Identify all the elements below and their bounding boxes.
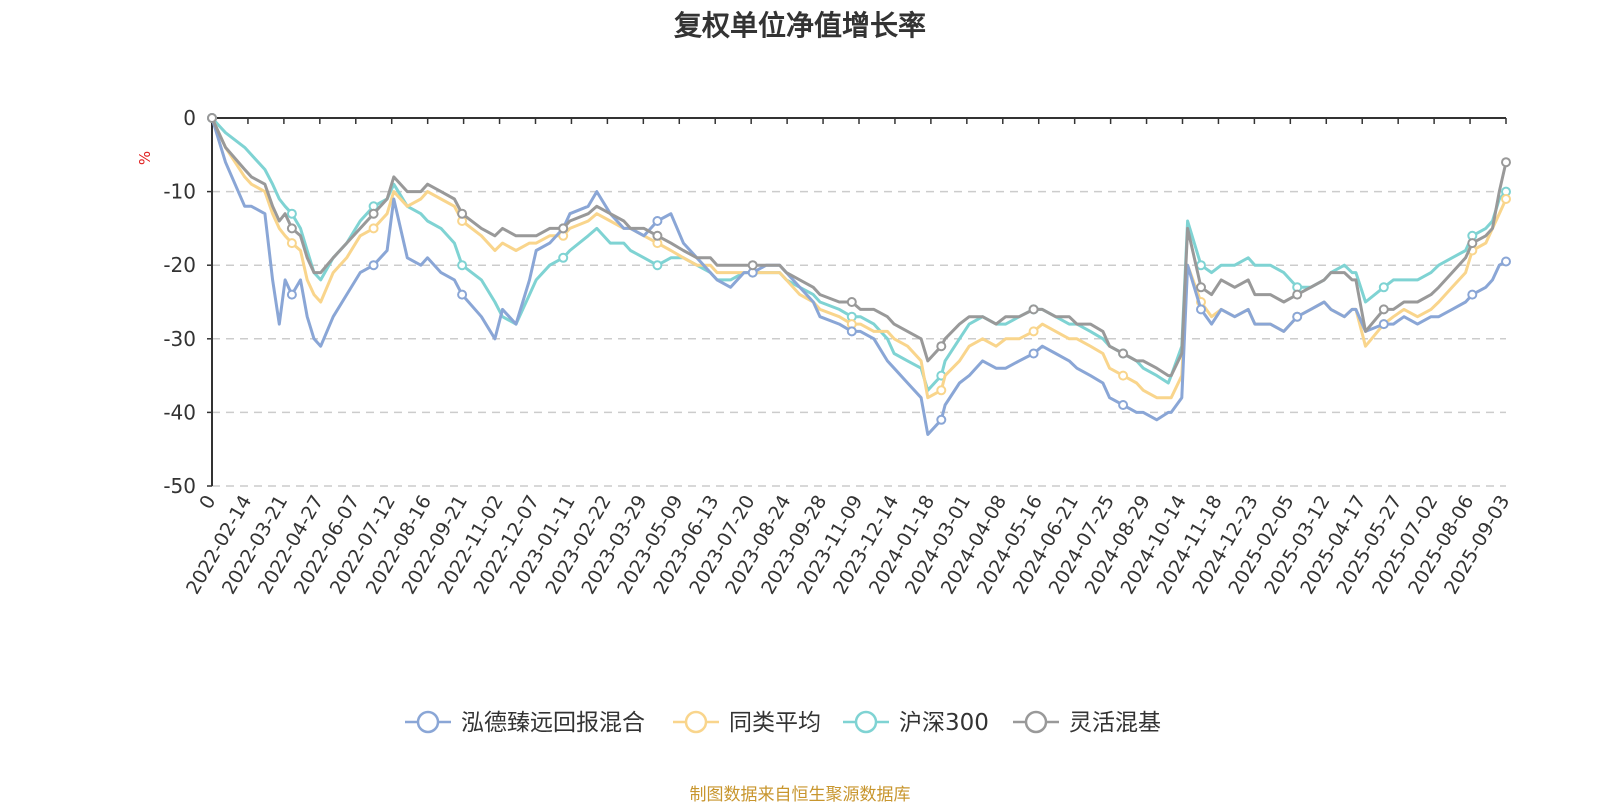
data-point <box>1028 326 1039 337</box>
data-point <box>1118 348 1129 359</box>
y-tick-label: -40 <box>163 400 196 424</box>
data-point <box>1378 319 1389 330</box>
data-point <box>1501 157 1511 168</box>
data-point <box>1196 304 1206 315</box>
axes: 0-10-20-30-40-5002022-02-142022-03-21202… <box>163 106 1514 598</box>
data-point <box>286 238 297 249</box>
y-tick-label: -10 <box>163 180 196 204</box>
data-point <box>457 260 468 271</box>
data-point <box>368 208 379 219</box>
series-lines <box>207 113 1511 436</box>
data-point <box>1196 260 1206 271</box>
legend-label: 沪深300 <box>899 710 989 736</box>
legend-item[interactable]: 沪深300 <box>843 710 989 736</box>
legend-label: 同类平均 <box>729 710 821 736</box>
data-point <box>1501 194 1511 204</box>
data-point <box>652 260 663 271</box>
data-point <box>1118 370 1129 381</box>
data-point <box>368 223 379 234</box>
data-point <box>936 385 947 396</box>
data-point <box>558 252 569 263</box>
y-tick-label: -30 <box>163 327 196 351</box>
legend-marker <box>854 710 878 734</box>
legend-marker <box>684 710 708 734</box>
data-point <box>368 260 379 271</box>
data-point <box>936 414 947 425</box>
grid-lines <box>212 190 1506 487</box>
data-point <box>1118 400 1129 410</box>
line-chart: 0-10-20-30-40-5002022-02-142022-03-21202… <box>136 106 1514 736</box>
y-unit-label: % <box>136 151 154 165</box>
legend[interactable]: 泓德臻远回报混合 同类平均 沪深300 灵活混基 <box>405 710 1161 736</box>
data-point <box>1467 238 1478 249</box>
data-point <box>1196 282 1206 293</box>
data-point <box>286 223 297 234</box>
data-point <box>652 216 663 226</box>
data-point <box>1378 282 1389 293</box>
data-point <box>286 289 297 300</box>
legend-item[interactable]: 灵活混基 <box>1013 710 1161 736</box>
data-point <box>936 341 947 352</box>
data-point <box>207 113 217 123</box>
data-point <box>1292 311 1303 322</box>
data-point <box>1028 348 1039 359</box>
chart-title: 复权单位净值增长率 <box>673 9 926 42</box>
x-tick-label: 0 <box>195 492 220 513</box>
legend-label: 灵活混基 <box>1069 710 1161 736</box>
series-line <box>210 117 1507 436</box>
data-point <box>457 289 468 300</box>
y-tick-label: -50 <box>163 474 196 498</box>
y-tick-label: 0 <box>183 106 196 130</box>
data-point <box>1028 304 1039 315</box>
legend-item[interactable]: 同类平均 <box>673 710 821 736</box>
y-tick-label: -20 <box>163 253 196 277</box>
series-line <box>210 116 1508 392</box>
data-point <box>846 326 857 337</box>
data-point <box>1501 256 1511 267</box>
data-point <box>652 230 663 241</box>
source-note: 制图数据来自恒生聚源数据库 <box>689 785 911 805</box>
data-point <box>1467 289 1478 300</box>
legend-item[interactable]: 泓德臻远回报混合 <box>405 710 645 736</box>
data-point <box>1292 289 1303 300</box>
legend-marker <box>1024 710 1048 734</box>
data-point <box>457 208 468 219</box>
legend-label: 泓德臻远回报混合 <box>461 710 645 736</box>
legend-marker <box>416 710 440 734</box>
data-point <box>846 297 857 307</box>
data-point <box>558 223 569 234</box>
data-point <box>747 260 758 271</box>
data-point <box>286 208 297 219</box>
data-point <box>1378 304 1389 315</box>
series-line <box>210 117 1508 378</box>
